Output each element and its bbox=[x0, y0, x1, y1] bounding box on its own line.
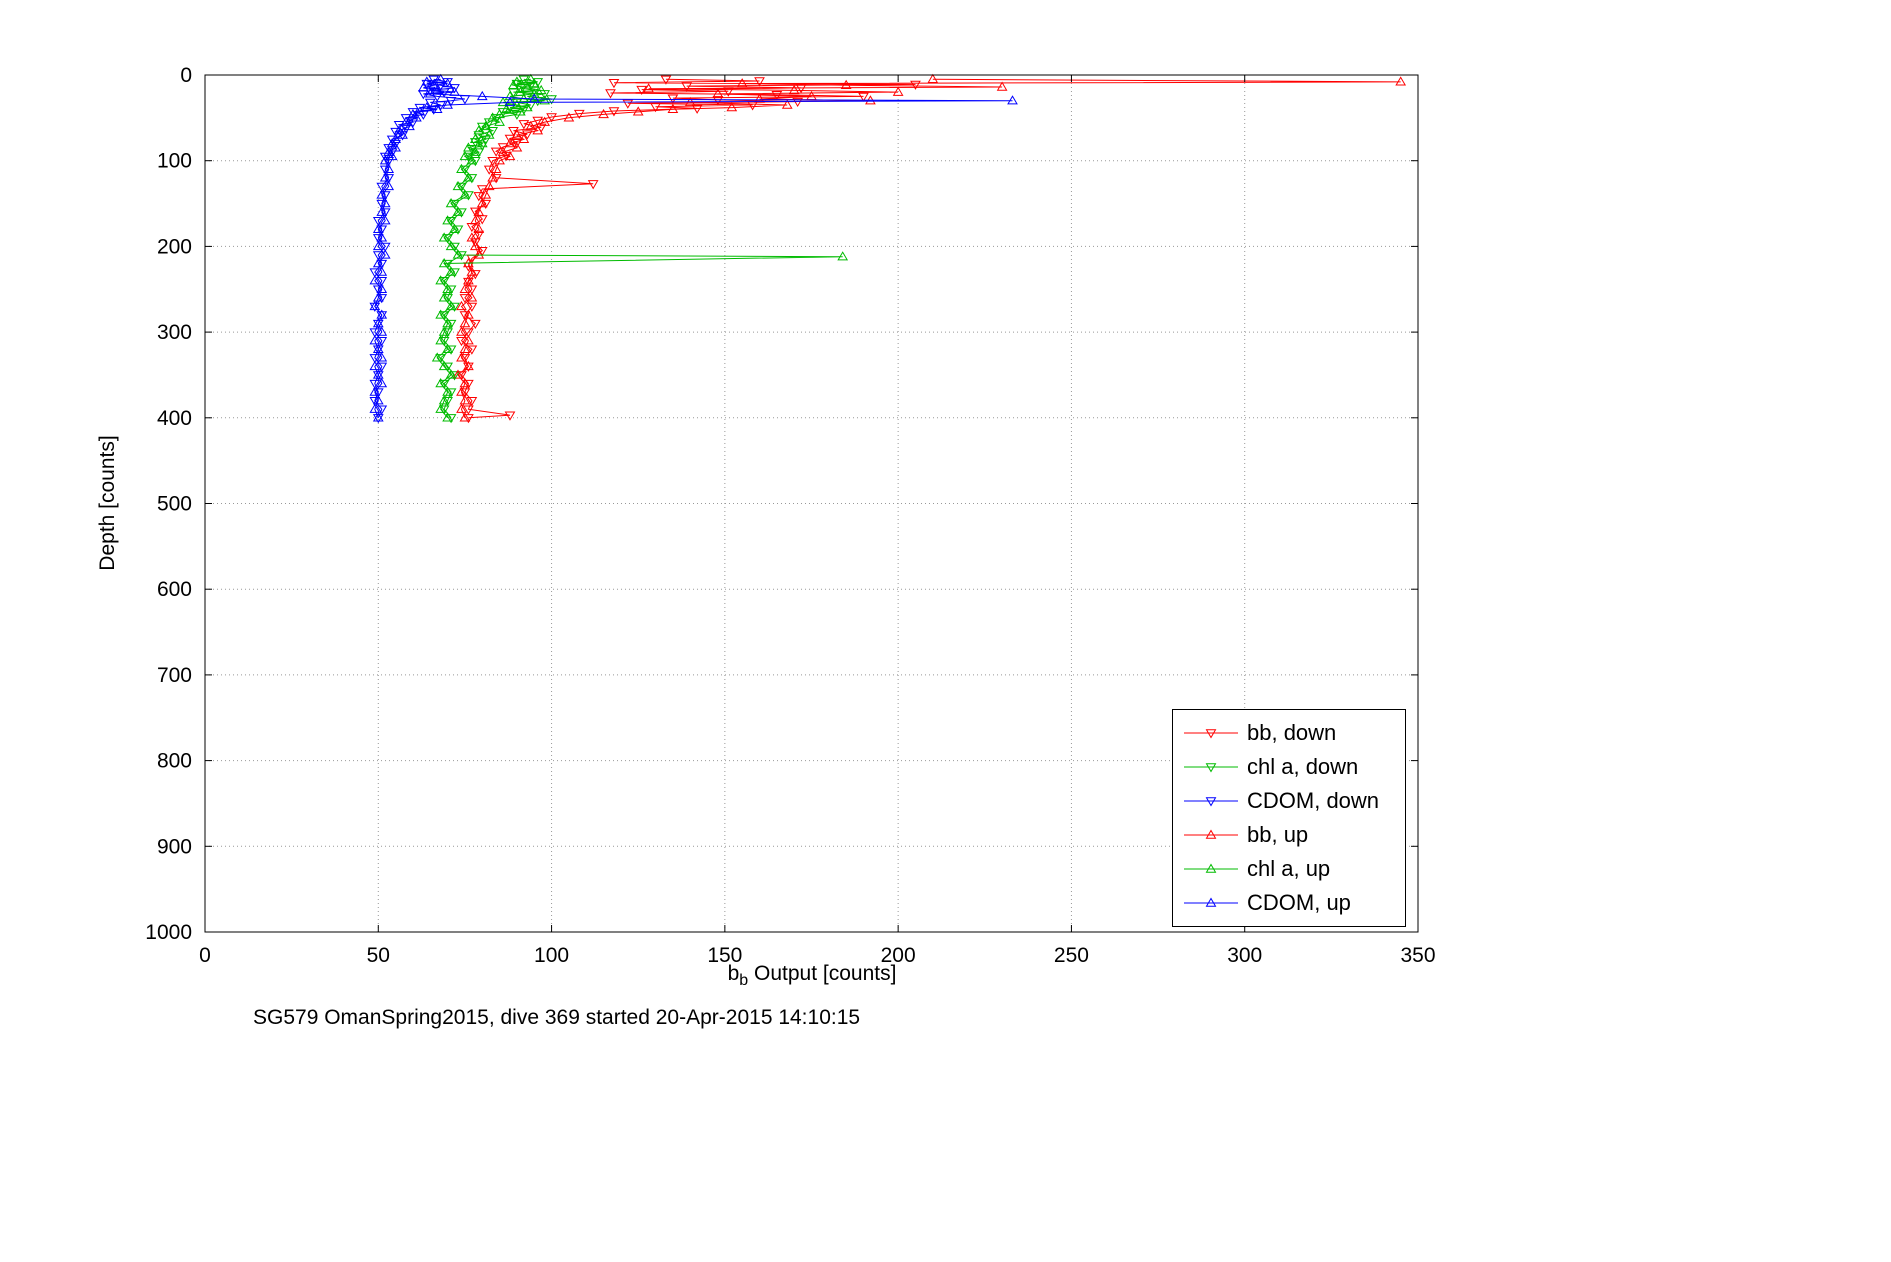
legend-label: chl a, down bbox=[1247, 754, 1359, 779]
tick-labels: 0 50 100 150 200 250 300 350 0 100 200 300 400 500 600… bbox=[145, 64, 1435, 967]
y-tick-label: 900 bbox=[157, 835, 192, 858]
legend-entry-cdom-up: CDOM, up bbox=[1173, 886, 1405, 920]
legend-swatch-cdom-down bbox=[1184, 797, 1238, 807]
series-bb-down bbox=[456, 75, 921, 424]
legend-swatch-chla-up bbox=[1184, 863, 1238, 873]
x-tick-label: 250 bbox=[1054, 944, 1089, 967]
legend-swatch-cdom-up bbox=[1184, 897, 1238, 907]
x-tick-label: 0 bbox=[199, 944, 211, 967]
y-tick-label: 600 bbox=[157, 578, 192, 601]
legend-label: chl a, up bbox=[1247, 856, 1331, 881]
legend-entry-bb-down: bb, down bbox=[1173, 716, 1405, 750]
x-axis-label: bb Output [counts] bbox=[728, 962, 897, 990]
axes-box bbox=[204, 74, 1419, 933]
y-tick-label: 800 bbox=[157, 750, 192, 773]
y-tick-label: 500 bbox=[157, 493, 192, 516]
series-chl-a-up bbox=[431, 73, 849, 422]
y-tick-label: 100 bbox=[157, 150, 192, 173]
figure-caption: SG579 OmanSpring2015, dive 369 started 2… bbox=[253, 1006, 861, 1029]
y-tick-label: 1000 bbox=[145, 921, 192, 944]
series-bb-up bbox=[452, 73, 1407, 422]
y-tick-label: 700 bbox=[157, 664, 192, 687]
series-cdom-up bbox=[369, 73, 1018, 422]
legend: bb, down chl a, down CDOM, down bb, up c… bbox=[1172, 709, 1406, 927]
x-tick-label: 100 bbox=[534, 944, 569, 967]
x-axis-label-subscript: b bbox=[739, 972, 749, 990]
legend-swatch-chla-down bbox=[1184, 763, 1238, 773]
y-tick-label: 300 bbox=[157, 321, 192, 344]
y-tick-label: 200 bbox=[157, 235, 192, 258]
legend-entry-chla-down: chl a, down bbox=[1173, 750, 1405, 784]
gridlines bbox=[205, 75, 1418, 932]
x-tick-label: 300 bbox=[1227, 944, 1262, 967]
x-axis-label-suffix: Output [counts] bbox=[748, 962, 897, 985]
legend-entry-chla-up: chl a, up bbox=[1173, 852, 1405, 886]
legend-label: bb, up bbox=[1247, 822, 1309, 847]
legend-entry-cdom-down: CDOM, down bbox=[1173, 784, 1405, 818]
x-tick-label: 150 bbox=[707, 944, 742, 967]
legend-swatch-bb-down bbox=[1184, 729, 1238, 739]
x-tick-label: 50 bbox=[367, 944, 390, 967]
legend-swatch-bb-up bbox=[1184, 829, 1238, 839]
legend-label: CDOM, up bbox=[1247, 890, 1351, 915]
y-tick-label: 0 bbox=[180, 64, 192, 87]
y-tick-label: 400 bbox=[157, 407, 192, 430]
legend-entry-bb-up: bb, up bbox=[1173, 818, 1405, 852]
legend-label: bb, down bbox=[1247, 720, 1337, 745]
y-axis-label: Depth [counts] bbox=[96, 435, 119, 571]
legend-label: CDOM, down bbox=[1247, 788, 1380, 813]
x-axis-label-prefix: b bbox=[727, 962, 740, 985]
x-tick-label: 350 bbox=[1400, 944, 1435, 967]
x-tick-label: 200 bbox=[881, 944, 916, 967]
